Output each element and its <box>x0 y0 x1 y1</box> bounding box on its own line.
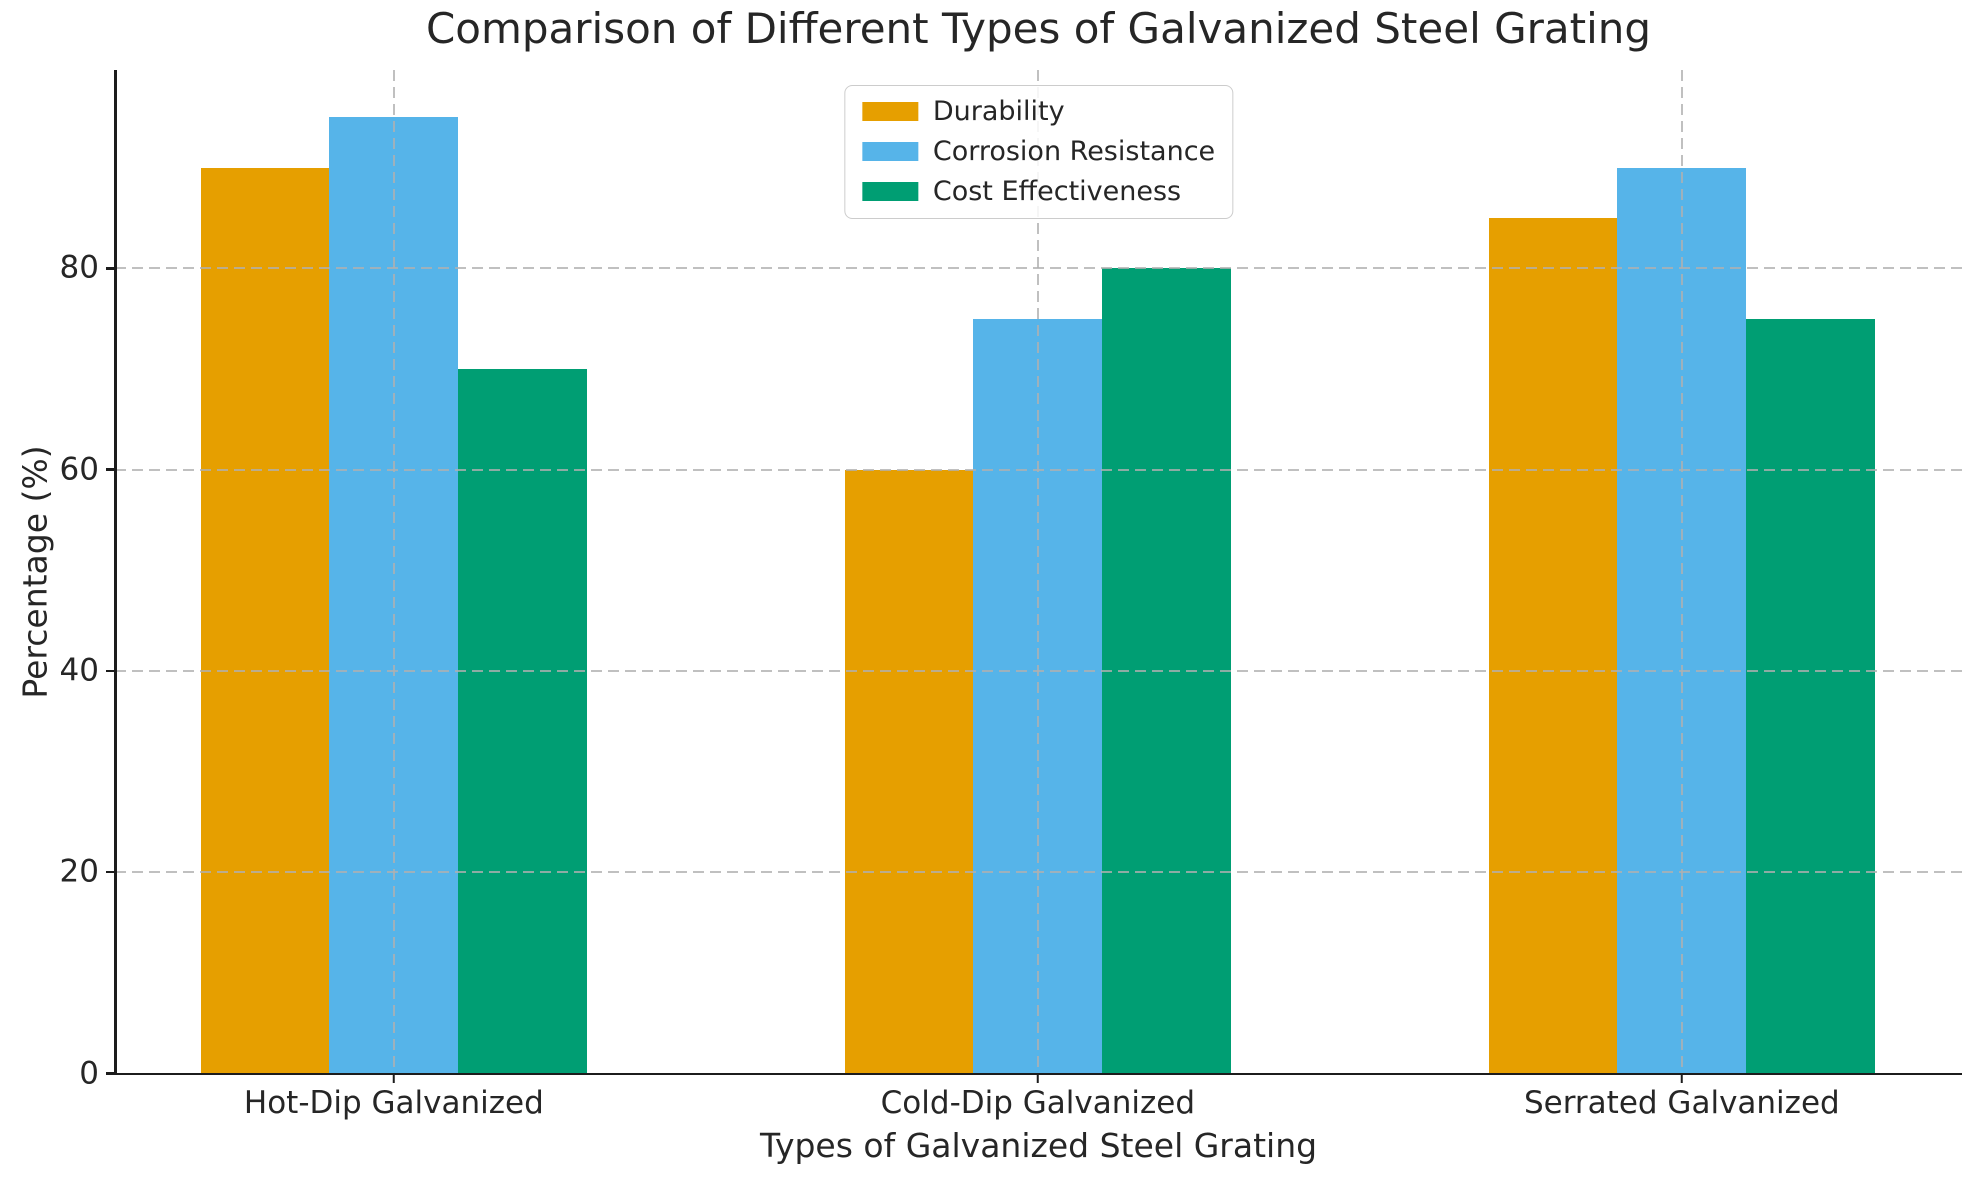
y-tick-mark-20 <box>106 870 114 874</box>
legend-item-cost-effectiveness: Cost Effectiveness <box>861 172 1215 212</box>
y-tick-mark-60 <box>106 468 114 471</box>
bar-cost-effectiveness-c0 <box>458 368 588 1074</box>
y-tick-mark-40 <box>106 669 114 673</box>
x-tick-mark-0 <box>392 1074 396 1083</box>
bar-cost-effectiveness-c1 <box>1102 268 1232 1074</box>
x-tick-label-1: Cold-Dip Galvanized <box>880 1084 1196 1121</box>
y-tick-label-20: 20 <box>59 853 99 890</box>
y-tick-label-60: 60 <box>59 451 99 488</box>
legend-swatch <box>861 142 918 161</box>
legend-label: Cost Effectiveness <box>932 176 1182 207</box>
x-axis-spine <box>114 1072 1962 1075</box>
x-axis-label: Types of Galvanized Steel Grating <box>759 1125 1318 1165</box>
y-tick-mark-80 <box>106 267 114 270</box>
legend-swatch <box>861 182 918 201</box>
bar-corrosion-resistance-c1 <box>973 318 1103 1074</box>
x-tick-label-0: Hot-Dip Galvanized <box>243 1084 544 1121</box>
legend: Durability Corrosion Resistance Cost Effec… <box>843 84 1234 219</box>
bar-durability-c2 <box>1488 217 1618 1074</box>
legend-label: Durability <box>932 96 1065 127</box>
x-tick-mark-1 <box>1036 1074 1040 1083</box>
plot-area: Percentage (%) Types of Galvanized Steel… <box>16 69 1962 1165</box>
y-tick-mark-0 <box>106 1072 114 1075</box>
legend-swatch <box>861 102 918 121</box>
x-tick-label-2: Serrated Galvanized <box>1523 1084 1840 1121</box>
y-axis-spine <box>114 69 117 1075</box>
bar-cost-effectiveness-c2 <box>1746 318 1876 1074</box>
y-tick-label-40: 40 <box>59 652 99 689</box>
legend-item-durability: Durability <box>861 92 1215 132</box>
bar-durability-c0 <box>200 167 330 1074</box>
y-tick-label-0: 0 <box>79 1055 99 1091</box>
bars-layer <box>115 70 1962 1074</box>
bar-corrosion-resistance-c0 <box>329 117 459 1074</box>
bar-durability-c1 <box>844 469 974 1074</box>
y-tick-label-80: 80 <box>59 249 99 286</box>
x-tick-mark-2 <box>1680 1074 1684 1083</box>
bar-corrosion-resistance-c2 <box>1617 167 1747 1074</box>
legend-label: Corrosion Resistance <box>932 136 1216 167</box>
legend-item-corrosion-resistance: Corrosion Resistance <box>861 132 1216 172</box>
chart-title: Comparison of Different Types of Galvani… <box>425 4 1652 53</box>
y-axis-label: Percentage (%) <box>15 444 55 699</box>
